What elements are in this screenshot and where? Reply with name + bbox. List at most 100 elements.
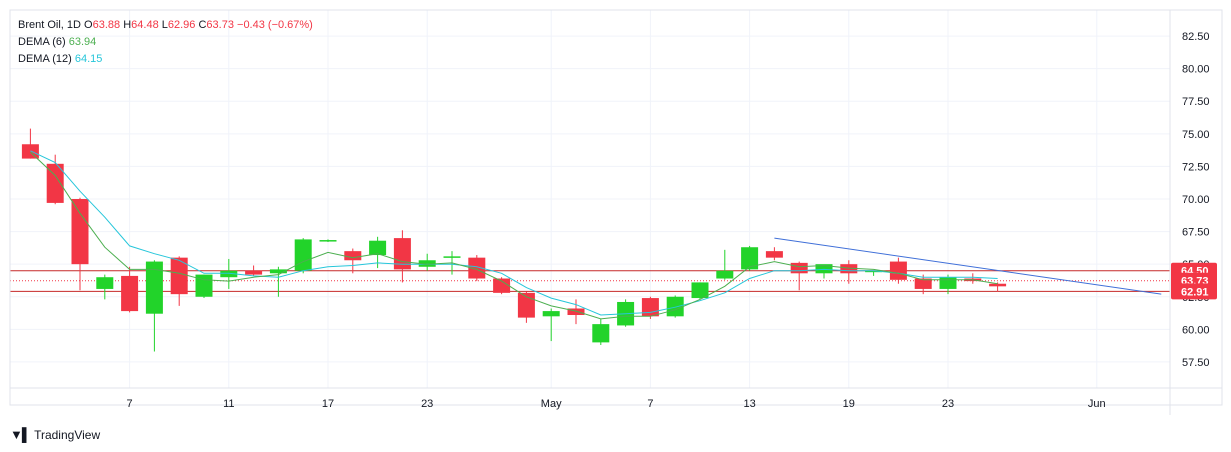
candle bbox=[691, 282, 709, 300]
x-tick-label: 13 bbox=[743, 398, 755, 410]
candle-body bbox=[493, 278, 511, 293]
candle-body bbox=[294, 239, 312, 271]
candle-body bbox=[889, 261, 907, 280]
symbol-name: Brent Oil bbox=[18, 19, 61, 31]
dema12-line bbox=[30, 150, 998, 316]
candle bbox=[96, 274, 114, 300]
candle-body bbox=[939, 277, 957, 289]
y-tick-label: 80.00 bbox=[1182, 64, 1210, 76]
candles bbox=[21, 128, 1007, 352]
candle-body bbox=[865, 270, 883, 273]
tradingview-icon: ▼▌ bbox=[10, 427, 31, 442]
candle bbox=[121, 266, 139, 313]
chart-frame bbox=[9, 9, 1223, 406]
candle-body bbox=[592, 324, 610, 343]
candle-body bbox=[418, 260, 436, 267]
candle bbox=[939, 274, 957, 295]
candle bbox=[269, 266, 287, 297]
candle-body bbox=[989, 283, 1007, 287]
candle bbox=[666, 295, 684, 318]
y-tick-label: 60.00 bbox=[1182, 324, 1210, 336]
dema12-label: DEMA (12) bbox=[18, 53, 72, 65]
candle bbox=[319, 239, 337, 243]
candle bbox=[468, 255, 486, 282]
candle-body bbox=[96, 277, 114, 289]
ohlc-row: Brent Oil, 1D O63.88 H64.48 L62.96 C63.7… bbox=[18, 19, 313, 31]
indicator-lines bbox=[30, 150, 1162, 320]
x-tick-label: Jun bbox=[1088, 398, 1106, 410]
candle-body bbox=[245, 270, 263, 275]
x-tick-label: 23 bbox=[421, 398, 433, 410]
trendline bbox=[774, 237, 1162, 295]
x-tick-label: 11 bbox=[223, 398, 234, 410]
candle bbox=[21, 128, 39, 159]
candle bbox=[542, 308, 560, 342]
candle bbox=[71, 197, 89, 291]
candle-body bbox=[145, 261, 163, 314]
candle bbox=[220, 258, 238, 289]
candle-body bbox=[71, 199, 89, 265]
candle bbox=[493, 277, 511, 295]
brand-name: TradingView bbox=[34, 427, 101, 442]
candle bbox=[815, 264, 833, 279]
candle bbox=[964, 273, 982, 284]
candle-body bbox=[790, 262, 808, 274]
candle-body bbox=[269, 269, 287, 274]
candle-body bbox=[542, 311, 560, 317]
candle bbox=[765, 247, 783, 261]
candle bbox=[716, 249, 734, 280]
y-tick-label: 77.50 bbox=[1182, 96, 1210, 108]
x-tick-label: May bbox=[541, 398, 562, 410]
candle bbox=[889, 257, 907, 284]
candle bbox=[567, 299, 585, 325]
candle bbox=[170, 256, 188, 306]
candle bbox=[914, 274, 932, 295]
y-tick-label: 82.50 bbox=[1182, 31, 1210, 43]
candle bbox=[989, 282, 1007, 292]
dema6-row: DEMA (6) 63.94 bbox=[18, 34, 313, 51]
high-value: 64.48 bbox=[131, 19, 159, 31]
change-value: −0.43 (−0.67%) bbox=[237, 19, 313, 31]
close-value: 63.73 bbox=[206, 19, 234, 31]
candle bbox=[393, 230, 411, 283]
high-label: H bbox=[123, 19, 132, 31]
candle-body bbox=[170, 257, 188, 295]
open-value: 63.88 bbox=[92, 19, 121, 31]
candle bbox=[294, 238, 312, 274]
open-label: O bbox=[84, 19, 93, 31]
candle-body bbox=[840, 264, 858, 274]
chart-grid bbox=[10, 10, 1170, 388]
candle-body bbox=[567, 308, 585, 316]
candle-body bbox=[641, 298, 659, 317]
price-tag-bg bbox=[1171, 283, 1217, 300]
candle-body bbox=[716, 270, 734, 279]
y-tick-label: 72.50 bbox=[1182, 161, 1210, 173]
interval: 1D bbox=[66, 19, 81, 31]
candle-body bbox=[319, 240, 337, 242]
dema6-label: DEMA (6) bbox=[18, 36, 66, 48]
candle bbox=[641, 296, 659, 319]
candle-body bbox=[517, 292, 535, 318]
low-value: 62.96 bbox=[167, 19, 196, 31]
y-tick-label: 67.50 bbox=[1182, 227, 1210, 239]
candle-body bbox=[46, 163, 64, 203]
candle bbox=[344, 248, 362, 274]
candle-body bbox=[21, 144, 39, 159]
candle-body bbox=[121, 275, 139, 312]
candle-body bbox=[741, 247, 759, 270]
candle-body bbox=[765, 251, 783, 258]
dema12-value: 64.15 bbox=[74, 53, 103, 65]
x-tick-label: 19 bbox=[843, 398, 855, 410]
candle-body bbox=[443, 256, 461, 258]
dema12-row: DEMA (12) 64.15 bbox=[18, 51, 313, 68]
x-tick-label: 7 bbox=[647, 398, 653, 410]
price-tag-label: 62.91 bbox=[1181, 286, 1209, 298]
candle-body bbox=[220, 270, 238, 278]
candle-body bbox=[691, 282, 709, 299]
y-tick-label: 75.00 bbox=[1182, 129, 1210, 141]
y-tick-label: 57.50 bbox=[1182, 357, 1210, 369]
chart-legend: Brent Oil, 1D O63.88 H64.48 L62.96 C63.7… bbox=[18, 17, 313, 68]
x-tick-label: 7 bbox=[127, 398, 133, 410]
